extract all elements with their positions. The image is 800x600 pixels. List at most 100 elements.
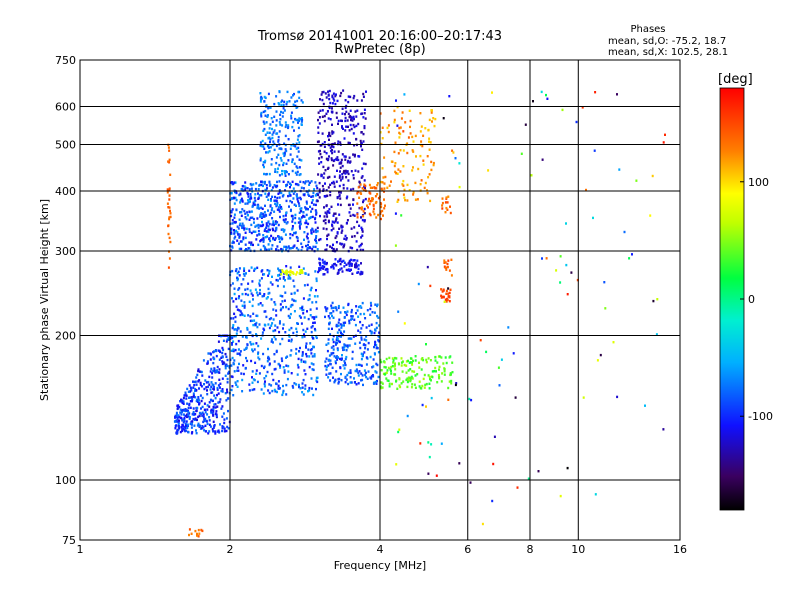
data-point bbox=[201, 411, 204, 414]
data-point bbox=[487, 169, 490, 172]
data-point bbox=[398, 126, 401, 130]
data-point bbox=[445, 289, 448, 293]
data-point bbox=[232, 340, 235, 343]
data-point bbox=[283, 142, 286, 145]
data-point bbox=[363, 312, 366, 316]
data-point bbox=[323, 265, 326, 268]
data-point bbox=[394, 141, 397, 144]
data-point bbox=[280, 110, 282, 114]
data-point bbox=[354, 265, 356, 269]
data-point bbox=[328, 317, 331, 320]
data-point bbox=[331, 94, 334, 97]
data-point bbox=[402, 193, 405, 196]
data-point bbox=[447, 292, 450, 295]
data-point bbox=[256, 380, 259, 384]
data-point bbox=[297, 366, 300, 369]
data-point bbox=[298, 141, 301, 144]
data-point bbox=[285, 222, 288, 225]
data-point bbox=[431, 109, 433, 112]
data-point bbox=[420, 387, 423, 390]
data-point bbox=[336, 336, 338, 339]
data-point bbox=[169, 212, 172, 215]
data-point bbox=[316, 380, 319, 384]
data-point bbox=[259, 183, 262, 187]
data-point bbox=[440, 442, 443, 445]
data-point bbox=[424, 383, 427, 387]
data-point bbox=[233, 312, 236, 315]
data-point bbox=[301, 118, 304, 122]
data-point bbox=[431, 370, 434, 373]
data-point bbox=[336, 347, 339, 350]
data-point bbox=[267, 220, 270, 223]
data-point bbox=[363, 351, 366, 354]
data-point bbox=[258, 292, 261, 295]
data-point bbox=[294, 182, 297, 186]
data-point bbox=[261, 180, 264, 183]
data-point bbox=[260, 388, 263, 391]
data-point bbox=[185, 429, 188, 432]
data-point bbox=[225, 429, 228, 433]
data-point bbox=[340, 91, 343, 95]
data-point bbox=[245, 336, 248, 339]
data-point bbox=[332, 164, 335, 167]
data-point bbox=[307, 222, 310, 226]
data-point bbox=[327, 158, 330, 161]
data-point bbox=[277, 387, 280, 390]
data-point bbox=[174, 427, 177, 430]
data-point bbox=[379, 210, 382, 213]
data-point bbox=[268, 358, 271, 361]
data-point bbox=[185, 409, 188, 412]
data-point bbox=[249, 289, 252, 292]
data-point bbox=[321, 98, 324, 102]
data-point bbox=[315, 235, 318, 238]
x-tick-label: 8 bbox=[527, 543, 534, 556]
data-point bbox=[184, 391, 187, 394]
data-point bbox=[268, 326, 271, 330]
data-point bbox=[405, 371, 408, 374]
data-point bbox=[300, 249, 303, 252]
data-point bbox=[271, 338, 273, 341]
data-point bbox=[335, 93, 337, 96]
data-point bbox=[214, 430, 217, 433]
data-point bbox=[336, 169, 338, 172]
data-point bbox=[259, 215, 262, 218]
data-point bbox=[299, 222, 302, 226]
data-point bbox=[167, 160, 170, 163]
data-point bbox=[221, 429, 224, 433]
data-point bbox=[336, 337, 339, 341]
data-point bbox=[230, 349, 233, 352]
data-point bbox=[327, 233, 330, 236]
data-point bbox=[361, 218, 364, 222]
data-point bbox=[291, 246, 294, 249]
data-point bbox=[326, 167, 329, 170]
data-point bbox=[297, 135, 300, 138]
data-point bbox=[448, 380, 451, 383]
data-point bbox=[260, 277, 263, 280]
data-point bbox=[324, 218, 327, 222]
data-point bbox=[262, 273, 264, 276]
data-point bbox=[341, 260, 343, 263]
data-point bbox=[185, 420, 188, 423]
data-point bbox=[254, 187, 257, 191]
data-point bbox=[300, 159, 303, 162]
data-point bbox=[255, 369, 258, 372]
data-point bbox=[213, 394, 216, 397]
data-point bbox=[282, 285, 285, 288]
data-point bbox=[186, 413, 188, 416]
data-point bbox=[326, 176, 329, 179]
data-point bbox=[268, 363, 271, 367]
data-point bbox=[398, 131, 401, 135]
data-point bbox=[248, 218, 251, 221]
data-point bbox=[208, 383, 211, 386]
data-point bbox=[652, 299, 655, 303]
data-point bbox=[209, 425, 212, 428]
data-point bbox=[234, 335, 237, 338]
data-point bbox=[284, 214, 287, 217]
data-point bbox=[221, 360, 224, 363]
data-point bbox=[281, 115, 284, 118]
data-point bbox=[334, 378, 337, 381]
data-point bbox=[341, 112, 344, 115]
data-point bbox=[289, 236, 292, 240]
data-point bbox=[339, 268, 341, 271]
data-point bbox=[365, 326, 368, 329]
